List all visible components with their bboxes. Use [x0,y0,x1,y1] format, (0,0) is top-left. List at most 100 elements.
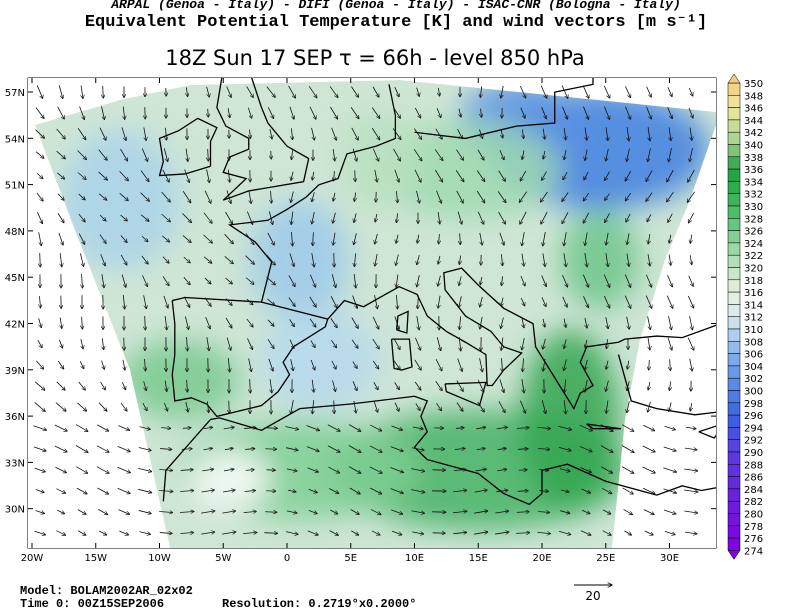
wind-vector [245,233,254,244]
wind-vector [100,381,106,390]
wind-vector [564,150,566,160]
wind-vector [564,359,567,370]
wind-vector [98,193,107,200]
wind-vector [600,424,613,432]
wind-vector [33,446,46,451]
wind-vector [352,148,357,161]
wind-vector [36,360,43,369]
wind-vector [394,169,399,183]
wind-vector [266,254,276,265]
wind-vector [415,403,420,410]
wind-vector [414,381,421,390]
wind-vector [520,297,524,306]
colorbar-label: 320 [744,264,763,275]
wind-vector [161,213,171,222]
wind-vector [202,469,213,471]
wind-vector [57,213,64,223]
wind-vector [476,170,485,182]
wind-vector [369,445,382,452]
wind-vector [498,211,506,224]
field-patch [250,200,350,320]
wind-vector [331,360,336,369]
wind-vector [75,424,88,432]
wind-vector [543,338,546,349]
wind-vector [225,298,232,306]
wind-vector [180,533,193,534]
wind-vector [246,298,253,305]
wind-vector [499,379,504,392]
wind-vector [330,318,337,327]
wind-vector [271,190,272,203]
wind-vector [139,531,151,535]
colorbar-label: 336 [744,165,763,176]
wind-vector [417,234,419,243]
wind-vector [161,428,171,429]
wind-vector [670,359,671,370]
wind-vector [79,361,84,368]
wind-vector [646,106,652,119]
wind-vector [138,447,151,450]
wind-vector [331,274,336,287]
wind-vector [646,192,653,202]
wind-vector [204,190,211,204]
wind-vector [39,296,40,308]
wind-vector [459,316,460,329]
wind-vector [35,107,44,118]
wind-vector [289,106,294,120]
wind-vector [646,86,652,98]
wind-vector [475,469,487,471]
wind-vector [120,402,127,411]
wind-vector [203,234,213,243]
wind-vector [666,295,673,309]
wind-vector [290,359,294,371]
lat-label: 54N [5,134,25,145]
wind-vector [439,234,440,244]
wind-vector [123,106,124,120]
colorbar-cell [727,279,741,293]
wind-vector [558,425,571,430]
wind-vector [77,402,86,411]
colorbar-label: 286 [744,473,763,484]
wind-vector [497,191,506,202]
colorbar-label: 332 [744,190,763,201]
wind-vector [495,511,508,513]
wind-vector [81,85,83,99]
wind-vector [394,382,400,389]
wind-vector [351,86,358,98]
wind-vector [390,488,404,494]
wind-vector [268,211,272,224]
wind-vector [180,490,194,491]
wind-vector [291,211,293,225]
wind-vector [453,532,466,533]
colorbar-label: 308 [744,337,763,348]
wind-vector [307,530,319,535]
wind-vector [40,252,41,267]
wind-vector [496,427,508,429]
wind-vector [476,448,486,449]
wind-vector [564,400,566,414]
wind-vector [56,530,65,536]
wind-vector [99,214,106,221]
colorbar-cell [727,205,741,219]
colorbar-label: 302 [744,374,763,385]
wind-vector [459,276,461,285]
wind-vector [436,402,441,411]
wind-vector [501,317,504,329]
wind-vector [270,379,272,393]
wind-vector [351,317,358,329]
coastline [158,117,218,177]
wind-vector [244,427,256,428]
wind-vector [543,318,545,327]
colorbar-cell [727,525,741,539]
wind-vector [520,275,525,286]
wind-vector [246,318,253,327]
wind-vector [354,233,357,244]
wind-vector [222,490,235,492]
wind-vector [140,170,149,181]
wind-vector [393,338,400,349]
wind-vector [208,148,209,161]
credits: ARPAL (Genoa - Italy) - DIFI (Genoa - It… [110,0,681,12]
wind-vector [120,235,127,242]
lat-label: 33N [5,458,25,469]
wind-vector [291,128,292,140]
